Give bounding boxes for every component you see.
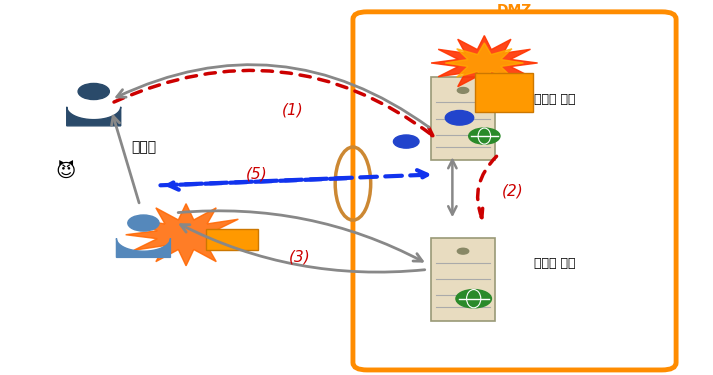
Polygon shape [116,238,170,257]
Circle shape [468,128,500,144]
Polygon shape [431,36,538,90]
Text: 공격자: 공격자 [131,140,156,154]
Circle shape [457,248,468,254]
FancyBboxPatch shape [206,228,259,250]
Text: 점령된 서버: 점령된 서버 [534,93,575,106]
Text: (2): (2) [502,183,523,198]
FancyBboxPatch shape [431,77,496,160]
Circle shape [446,111,473,125]
Circle shape [456,290,491,308]
Circle shape [78,84,109,99]
Text: (5): (5) [246,167,268,182]
Circle shape [394,135,419,148]
Text: (1): (1) [282,103,304,118]
Text: (3): (3) [289,249,311,264]
Circle shape [128,215,159,231]
Text: DMZ: DMZ [497,3,532,17]
Text: 😈: 😈 [55,163,76,182]
Polygon shape [446,43,523,83]
FancyBboxPatch shape [431,238,496,321]
Text: 깔끗한 서버: 깔끗한 서버 [534,258,575,270]
Polygon shape [125,204,247,266]
Polygon shape [67,107,120,126]
Circle shape [457,87,468,93]
FancyBboxPatch shape [475,73,533,112]
